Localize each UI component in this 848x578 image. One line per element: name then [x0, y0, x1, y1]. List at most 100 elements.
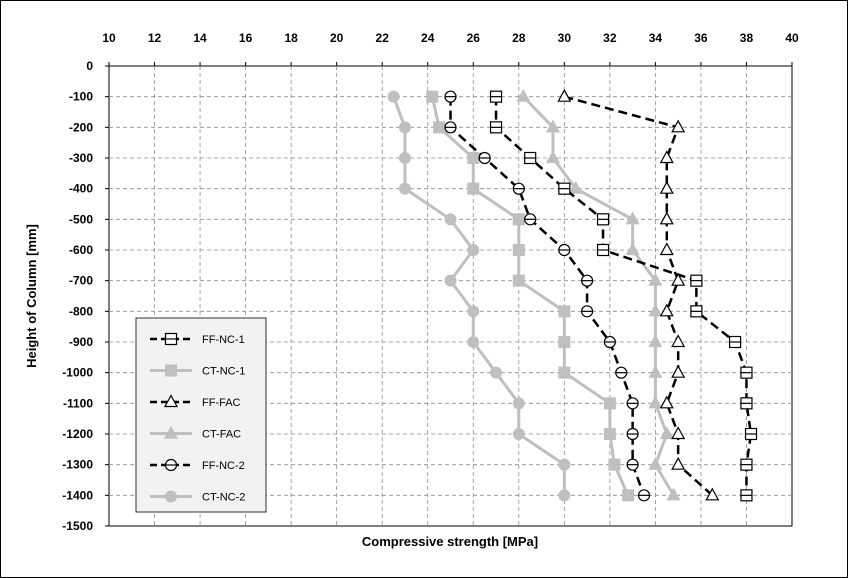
data-point	[467, 152, 480, 164]
y-tick-label: 0	[86, 59, 93, 73]
y-tick-label: -1500	[62, 519, 93, 533]
x-tick-label: 40	[785, 31, 799, 45]
data-point	[705, 487, 720, 501]
data-point	[512, 213, 525, 226]
data-point	[387, 90, 400, 103]
data-point	[163, 425, 179, 439]
data-point	[622, 489, 635, 502]
y-tick-label: -900	[69, 335, 93, 349]
data-point	[659, 426, 674, 440]
data-point	[398, 121, 411, 134]
data-point	[659, 150, 674, 164]
series-line	[564, 95, 714, 497]
y-tick-label: -200	[69, 120, 93, 134]
data-point	[467, 305, 480, 318]
data-point	[671, 456, 686, 470]
data-point	[558, 305, 571, 318]
legend-item: CT-NC-2	[150, 490, 245, 504]
data-point	[648, 303, 663, 317]
legend-label: CT-NC-1	[202, 366, 245, 378]
data-point	[603, 428, 616, 440]
x-tick-label: 34	[649, 31, 663, 45]
legend-item: CT-FAC	[150, 425, 241, 441]
x-tick-label: 38	[740, 31, 754, 45]
legend-label: FF-FAC	[202, 397, 241, 409]
data-point	[512, 397, 525, 410]
y-tick-label: -400	[69, 182, 93, 196]
data-point	[558, 366, 571, 379]
y-tick-label: -800	[69, 304, 93, 318]
data-point	[603, 397, 616, 410]
x-axis-ticks: 10 12 14 16 18 20 22 24 26 28 30 32 34 36 38 40	[102, 31, 799, 66]
data-point	[512, 428, 525, 440]
data-point	[467, 244, 480, 256]
data-point	[659, 211, 674, 225]
x-tick-label: 14	[193, 31, 207, 45]
x-tick-label: 28	[512, 31, 526, 45]
data-point	[659, 242, 674, 256]
data-point	[516, 88, 531, 102]
legend-item: FF-FAC	[150, 394, 241, 409]
series-ct-nc-1	[426, 90, 635, 502]
data-point	[433, 121, 446, 134]
data-point	[671, 334, 686, 348]
data-point	[666, 487, 681, 501]
data-point	[444, 213, 457, 226]
data-point	[512, 244, 525, 256]
data-point	[512, 274, 525, 287]
data-point	[490, 366, 503, 379]
series-layer	[387, 88, 758, 502]
data-point	[608, 458, 621, 471]
data-point	[648, 334, 663, 348]
y-tick-label: -1300	[62, 458, 93, 472]
x-tick-label: 36	[694, 31, 708, 45]
y-tick-label: -1200	[62, 427, 93, 441]
y-tick-label: -100	[69, 90, 93, 104]
legend-label: FF-NC-1	[202, 334, 245, 346]
data-point	[558, 489, 571, 502]
data-point	[558, 336, 571, 348]
y-tick-label: -500	[69, 212, 93, 226]
data-point	[426, 90, 439, 103]
data-point	[568, 180, 583, 194]
x-tick-label: 22	[376, 31, 390, 45]
data-point	[444, 274, 457, 287]
data-point	[545, 119, 560, 133]
legend-label: CT-NC-2	[202, 492, 245, 504]
x-axis-title: Compressive strength [MPa]	[362, 534, 538, 549]
series-ct-nc-2	[387, 90, 571, 502]
y-tick-label: -700	[69, 274, 93, 288]
y-tick-label: -1400	[62, 488, 93, 502]
y-axis-ticks: 0 -100 -200 -300 -400 -500 -600 -700 -800 -900 -10…	[62, 59, 109, 533]
y-tick-label: -1100	[63, 396, 93, 410]
data-point	[165, 364, 177, 377]
data-point	[671, 119, 686, 133]
data-point	[671, 364, 686, 378]
data-point	[648, 395, 663, 409]
x-tick-label: 26	[467, 31, 481, 45]
data-point	[467, 336, 480, 348]
data-point	[558, 458, 571, 471]
y-tick-label: -600	[69, 243, 93, 257]
x-tick-label: 20	[330, 31, 344, 45]
data-point	[671, 272, 686, 286]
legend-item: FF-NC-1	[150, 332, 245, 346]
series-ff-nc-2	[444, 90, 651, 502]
data-point	[625, 211, 640, 225]
x-tick-label: 16	[239, 31, 253, 45]
series-line	[522, 95, 675, 497]
x-tick-label: 12	[148, 31, 162, 45]
data-point	[398, 182, 411, 195]
series-ff-nc-1	[489, 90, 758, 502]
legend: FF-NC-1 CT-NC-1 FF-FAC CT-FAC FF-NC-2 CT-NC-2	[135, 317, 267, 513]
legend-item: CT-NC-1	[150, 364, 245, 378]
series-ff-fac	[557, 88, 720, 501]
data-point	[625, 242, 640, 256]
data-point	[467, 182, 480, 195]
data-point	[163, 394, 179, 408]
data-point	[648, 456, 663, 470]
y-tick-label: -1000	[62, 366, 93, 380]
data-point	[557, 88, 572, 102]
legend-label: CT-FAC	[202, 429, 241, 441]
